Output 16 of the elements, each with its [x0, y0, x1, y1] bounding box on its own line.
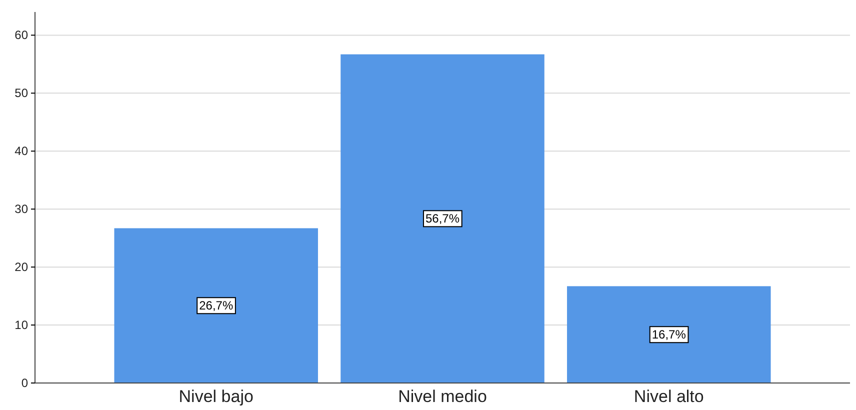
data-label: 56,7%: [425, 212, 460, 226]
y-tick-label: 0: [21, 376, 28, 390]
y-tick-label: 20: [14, 260, 28, 274]
x-tick-label: Nivel medio: [398, 387, 487, 406]
bar: [567, 286, 771, 383]
bar: [114, 228, 318, 383]
y-tick-label: 10: [14, 318, 28, 332]
data-label: 16,7%: [652, 328, 686, 342]
y-tick-label: 30: [14, 202, 28, 216]
data-label: 26,7%: [199, 298, 234, 313]
x-tick-label: Nivel bajo: [178, 387, 254, 406]
bar: [340, 54, 544, 383]
x-tick-label: Nivel alto: [634, 387, 704, 406]
y-tick-label: 60: [14, 28, 28, 42]
y-tick-label: 50: [14, 86, 28, 100]
y-tick-label: 40: [14, 144, 28, 158]
